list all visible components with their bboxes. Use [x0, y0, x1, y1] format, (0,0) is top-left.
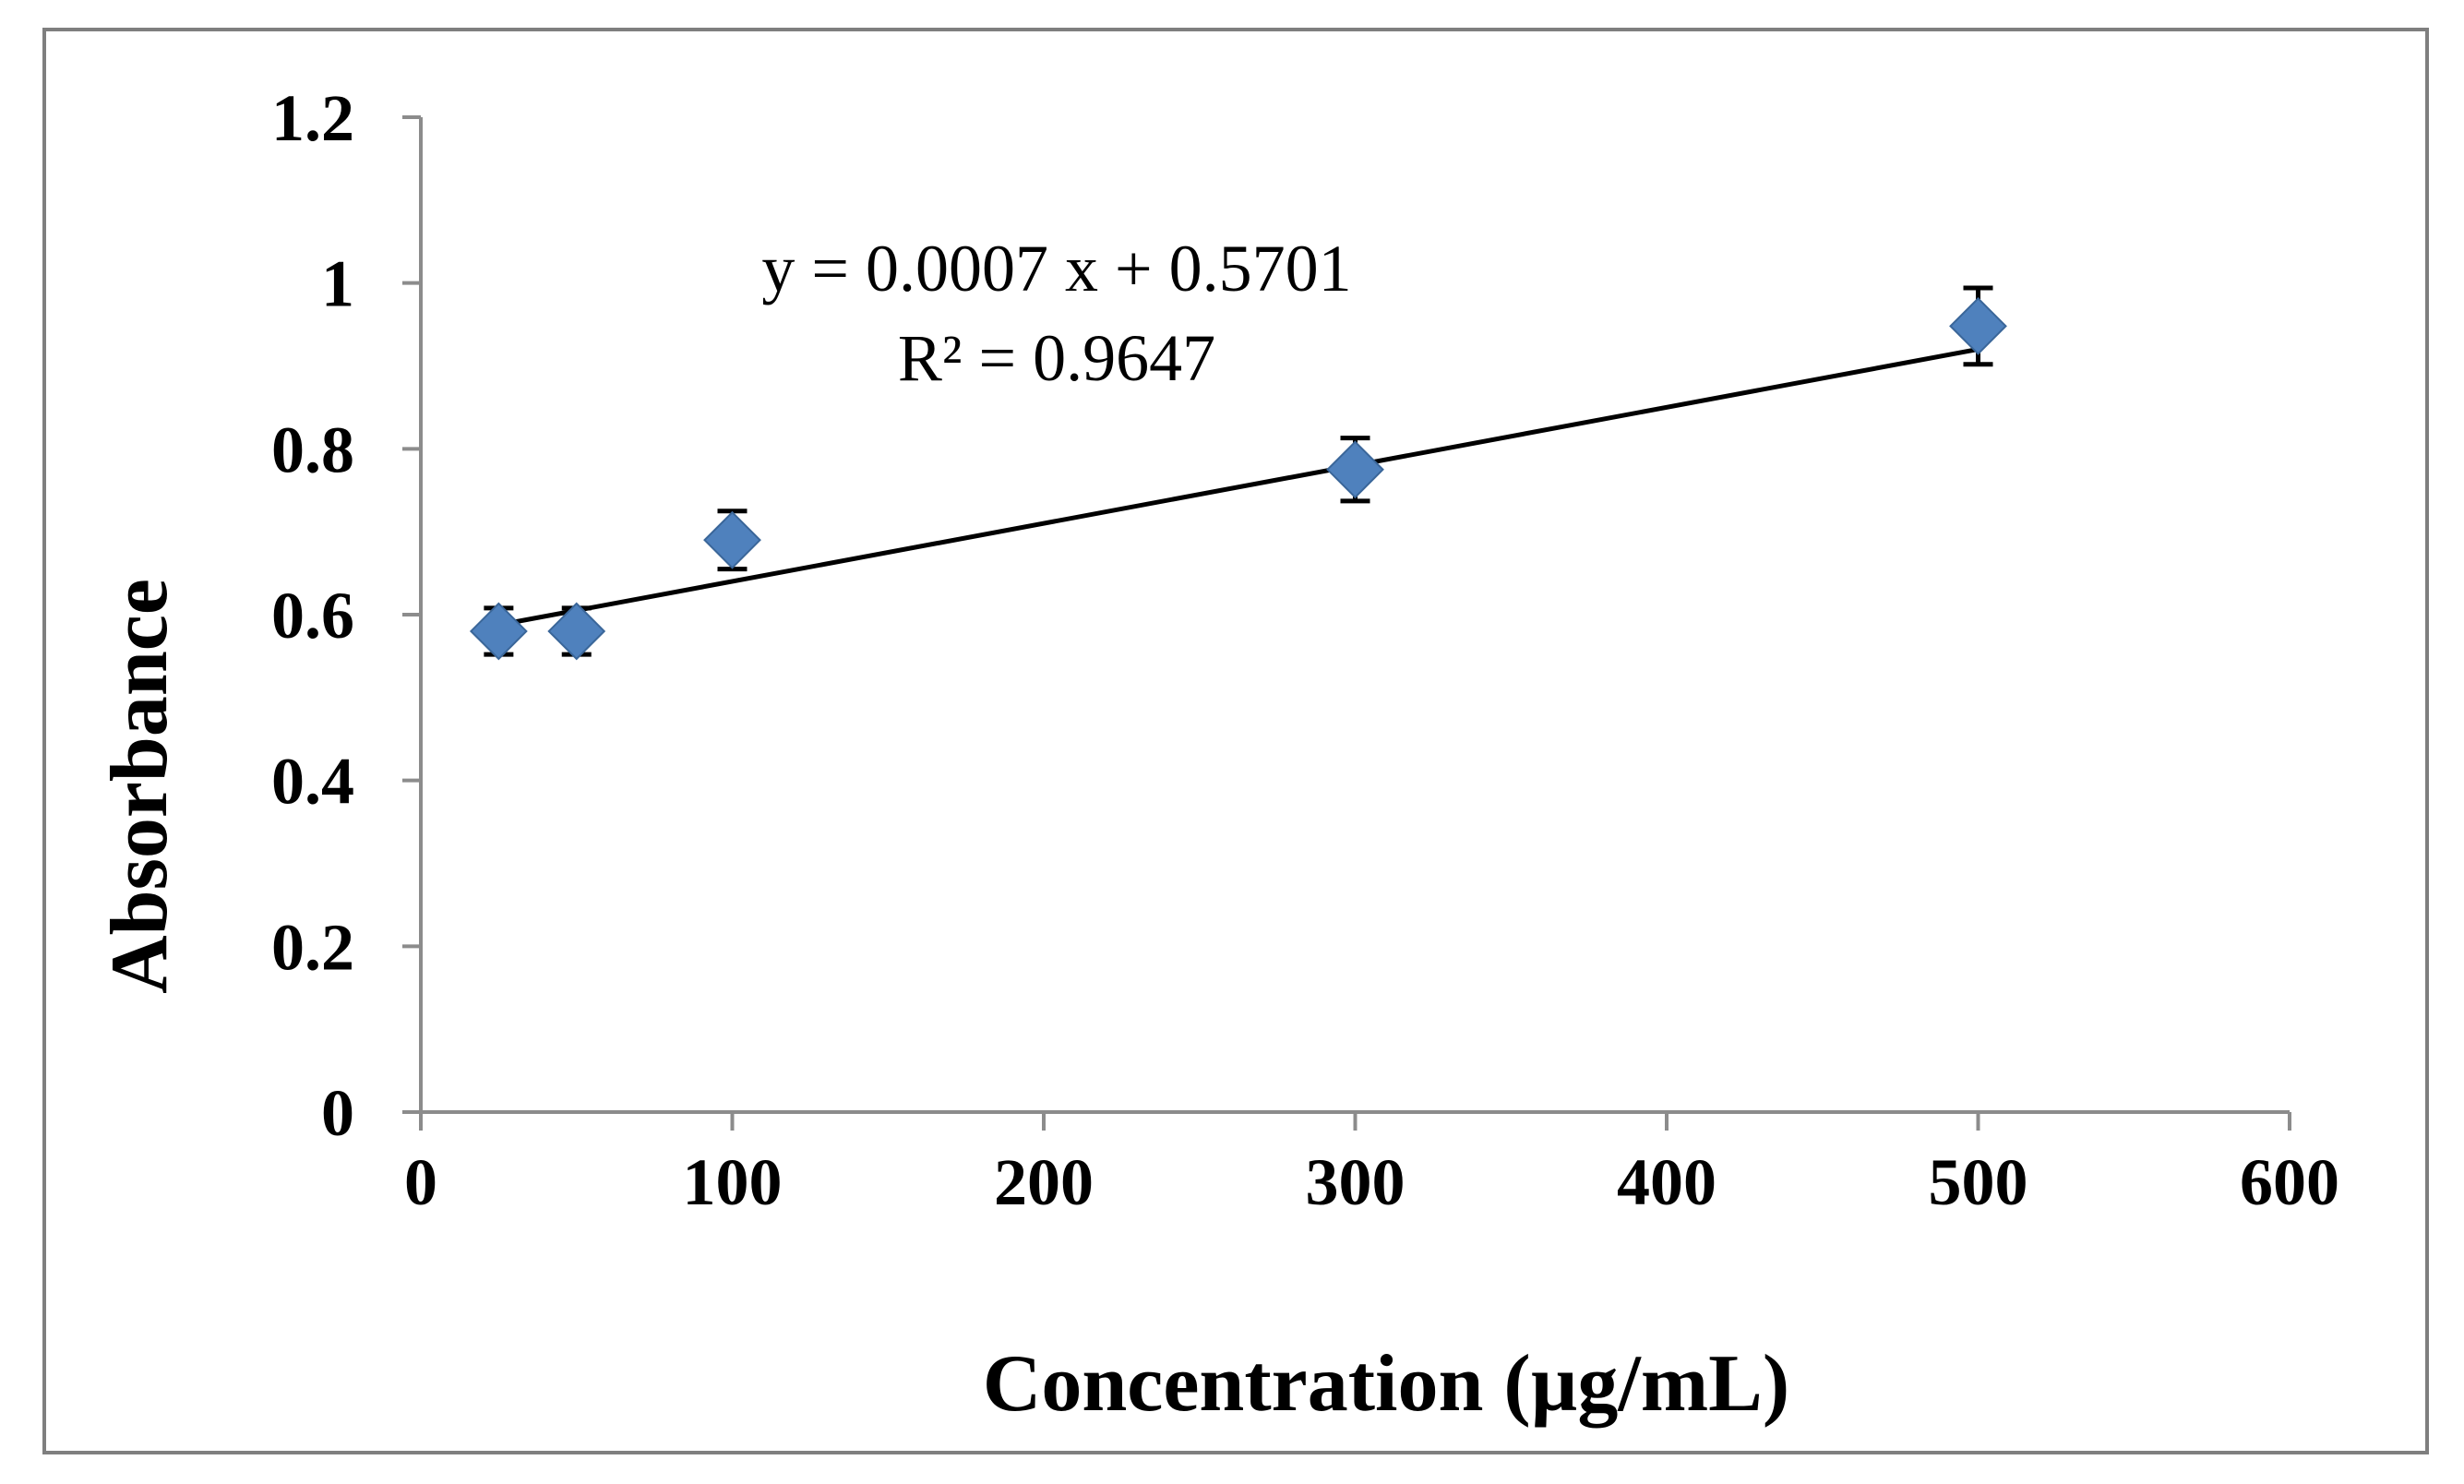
- trendline: [497, 346, 1979, 628]
- x-tick-label: 400: [1617, 1145, 1716, 1219]
- error-bars: [484, 285, 1993, 657]
- y-tick-label: 0.8: [271, 413, 354, 486]
- y-tick-label: 0.4: [271, 745, 354, 819]
- y-tick-label: 0.6: [271, 579, 354, 652]
- x-axis-title: Concentration (µg/mL): [983, 1339, 1789, 1429]
- y-axis-title: Absorbance: [95, 579, 185, 994]
- x-tick-label: 500: [1929, 1145, 2028, 1219]
- x-tick-label: 600: [2240, 1145, 2339, 1219]
- data-points: [469, 296, 2007, 661]
- y-tick-label: 0: [321, 1076, 354, 1150]
- x-tick-label: 100: [683, 1145, 783, 1219]
- trendline-equation: y = 0.0007 x + 0.5701: [761, 232, 1351, 305]
- y-tick-label: 0.2: [271, 910, 354, 984]
- chart-frame: [42, 28, 2429, 1454]
- x-tick-label: 200: [994, 1145, 1094, 1219]
- data-point: [1949, 296, 2007, 355]
- data-point: [1326, 440, 1384, 499]
- axes: [419, 117, 2290, 1114]
- y-tick-label: 1.2: [271, 81, 354, 155]
- x-tick-label: 0: [404, 1145, 437, 1219]
- trendline-r-squared: R² = 0.9647: [898, 321, 1215, 395]
- data-point: [469, 602, 528, 661]
- x-tick-label: 300: [1306, 1145, 1405, 1219]
- y-tick-label: 1: [321, 247, 354, 321]
- trendline-group: [497, 346, 1979, 628]
- ticks: 0 0.2 0.4 0.6 0.8 1 1.2 0 100 200 300 400 500 600: [271, 81, 2339, 1219]
- data-point: [703, 510, 761, 569]
- data-point: [547, 602, 606, 661]
